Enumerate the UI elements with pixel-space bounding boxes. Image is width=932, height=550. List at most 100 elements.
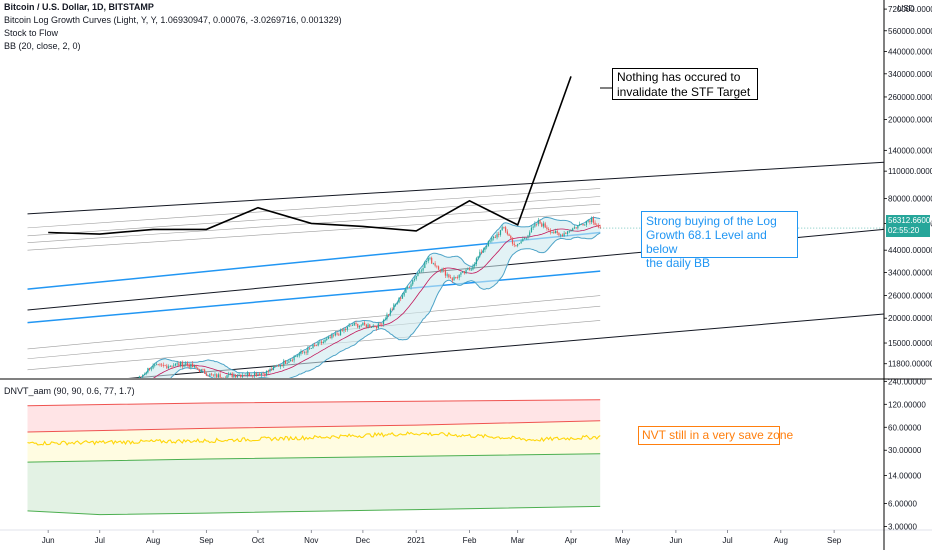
candle-body [462,271,464,273]
candle-body [217,374,220,378]
annotation-stf[interactable]: Nothing has occured to invalidate the ST… [612,68,758,100]
candle-body [185,363,187,365]
candle-body [135,382,136,384]
candle-body [241,375,244,377]
candle-body [235,374,237,378]
candle-body [96,383,97,385]
candle-body [65,381,66,386]
candle-body [393,304,395,310]
price-tick-label: 440000.00000 [888,48,932,57]
candle-body [176,363,178,365]
nvt-tick-label: 30.00000 [888,446,922,455]
candle-body [302,351,304,353]
candle-body [221,377,223,378]
bb-upper [139,216,601,378]
candle-body [231,373,233,377]
candle-body [240,374,242,377]
candle-body [188,364,190,368]
candle-body [252,375,254,377]
candle-body [111,384,112,385]
indicator-bollinger[interactable]: BB (20, close, 2, 0) [4,41,81,51]
candle-body [420,270,422,272]
candle-body [159,364,161,366]
candle-body [434,263,436,266]
candle-body [142,374,144,377]
candle-body [367,324,369,328]
price-tick-label: 26000.00000 [888,292,932,301]
price-tick-label: 260000.00000 [888,93,932,102]
candle-body [183,364,185,367]
indicator-stock-to-flow[interactable]: Stock to Flow [4,28,59,38]
candle-body [437,266,440,270]
candle-body [34,383,35,384]
time-tick-label: Jun [42,536,55,545]
candle-body [376,326,378,329]
candle-body [152,365,154,369]
candle-body [388,314,390,316]
price-tick-label: 140000.00000 [888,146,932,155]
candle-body [202,369,204,371]
candle-body [523,238,526,239]
candle-body [453,276,455,281]
candle-body [222,377,225,378]
candle-body [398,297,400,303]
candle-body [561,234,563,237]
candle-body [329,337,331,338]
candle-body [343,329,345,331]
candle-body [487,240,490,247]
candle-body [42,382,43,383]
candle-body [443,269,445,270]
annotation-buying[interactable]: Strong buying of the Log Growth 68.1 Lev… [641,211,798,270]
candle-body [408,287,410,288]
candle-body [271,368,273,371]
candle-body [250,375,252,377]
annotation-nvt[interactable]: NVT still in a very save zone [638,426,793,445]
candle-body [525,237,527,239]
candle-body [44,383,45,384]
candle-body [554,231,557,234]
candle-body [293,356,295,361]
candle-body [341,329,343,331]
candle-body [274,366,276,367]
indicator-dnvt[interactable]: DNVT_aam (90, 90, 0.6, 77, 1.7) [4,386,135,396]
candle-body [535,223,538,225]
candle-body [517,244,519,246]
candle-body [563,233,565,237]
nvt-band-line-1 [27,420,601,433]
candle-body [549,230,551,233]
candle-body [310,347,312,349]
candle-body [84,381,85,385]
indicator-log-growth[interactable]: Bitcoin Log Growth Curves (Light, Y, Y, … [4,15,342,25]
candle-body [72,381,73,384]
candle-body [265,370,268,376]
candle-body [431,257,433,264]
candle-body [264,373,266,376]
candle-body [321,341,323,344]
candle-body [351,325,354,327]
candle-body [253,372,256,377]
price-tick-label: 720000.00000 [888,5,932,14]
candle-body [53,383,54,384]
candle-body [167,366,170,369]
candle-body [477,256,479,259]
candle-body [578,224,581,226]
candle-body [150,368,152,370]
log-growth-line-1 [27,188,601,229]
candle-body [198,369,201,372]
candle-body [68,381,69,385]
time-tick-label: Feb [463,536,477,545]
candle-body [154,365,156,366]
currency-label: USD [898,4,915,13]
candle-body [195,365,197,368]
time-tick-label: Mar [511,536,525,545]
nvt-green-zone [27,453,601,515]
nvt-tick-label: 60.00000 [888,423,922,432]
candle-body [279,365,281,367]
candle-body [164,365,166,367]
candle-body [515,245,517,246]
candle-body [113,383,114,385]
candle-body [46,381,47,384]
candle-body [530,227,533,233]
candle-body [374,325,376,327]
